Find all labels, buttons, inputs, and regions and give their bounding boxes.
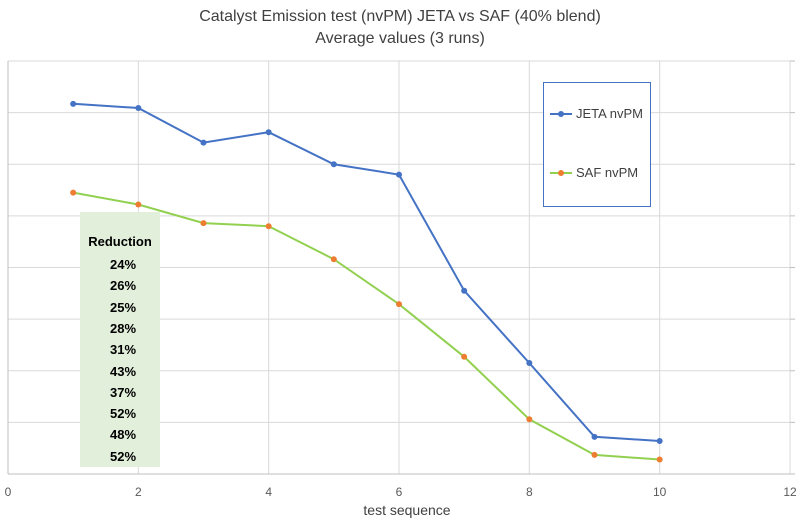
legend-label-jeta: JETA nvPM (576, 106, 643, 121)
x-tick-label: 12 (783, 485, 797, 499)
series-line-1 (73, 191, 660, 461)
legend-label-saf: SAF nvPM (576, 165, 639, 180)
reduction-value: 48% (109, 427, 137, 443)
data-point-0 (461, 287, 468, 294)
data-point-1 (330, 256, 337, 263)
reduction-value: 26% (109, 278, 137, 294)
chart-title-block: Catalyst Emission test (nvPM) JETA vs SA… (0, 6, 800, 50)
data-point-1 (396, 301, 402, 308)
data-point-0 (135, 104, 142, 111)
data-point-0 (330, 161, 337, 168)
x-axis-title: test sequence (363, 502, 450, 518)
x-tick-label: 10 (653, 485, 667, 499)
x-tick-label: 2 (135, 485, 142, 499)
x-tick-label: 0 (5, 485, 12, 499)
data-point-0 (200, 139, 207, 146)
data-point-0 (656, 437, 663, 444)
x-tick-label: 6 (396, 485, 403, 499)
data-point-0 (70, 100, 77, 107)
data-point-1 (461, 353, 468, 360)
data-point-1 (70, 189, 77, 196)
reduction-value: 43% (109, 363, 137, 379)
reduction-value: 25% (109, 299, 137, 315)
reduction-value: 28% (109, 320, 137, 336)
reduction-table: Reduction 24% 26% 25% 28% 31% 43% 37% 52% 48% 52% (80, 212, 160, 467)
chart-subtitle: Average values (3 runs) (315, 30, 485, 47)
reduction-value: 52% (109, 406, 137, 422)
data-point-1 (526, 416, 533, 423)
x-tick-label: 8 (526, 485, 533, 499)
data-point-0 (591, 433, 598, 440)
x-tick-label: 4 (265, 485, 272, 499)
axes: 0 2 4 6 8 10 12 (5, 60, 797, 499)
reduction-value: 24% (109, 257, 137, 272)
data-point-1 (200, 220, 207, 227)
series-line-0 (73, 102, 660, 442)
reduction-header: Reduction (88, 234, 152, 249)
data-point-0 (526, 360, 533, 367)
legend-marker-jeta (558, 111, 564, 117)
data-point-1 (265, 223, 272, 230)
reduction-value: 37% (109, 384, 137, 400)
data-point-1 (591, 451, 598, 458)
legend: JETA nvPM SAF nvPM (543, 82, 651, 207)
chart-title: Catalyst Emission test (nvPM) JETA vs SA… (199, 8, 601, 25)
data-point-1 (135, 201, 142, 208)
data-point-0 (265, 129, 272, 136)
reduction-value: 52% (109, 448, 137, 464)
series-layer (70, 100, 663, 463)
data-point-1 (656, 456, 663, 463)
legend-marker-saf (558, 170, 564, 176)
data-point-0 (396, 171, 402, 178)
reduction-value: 31% (109, 342, 137, 358)
